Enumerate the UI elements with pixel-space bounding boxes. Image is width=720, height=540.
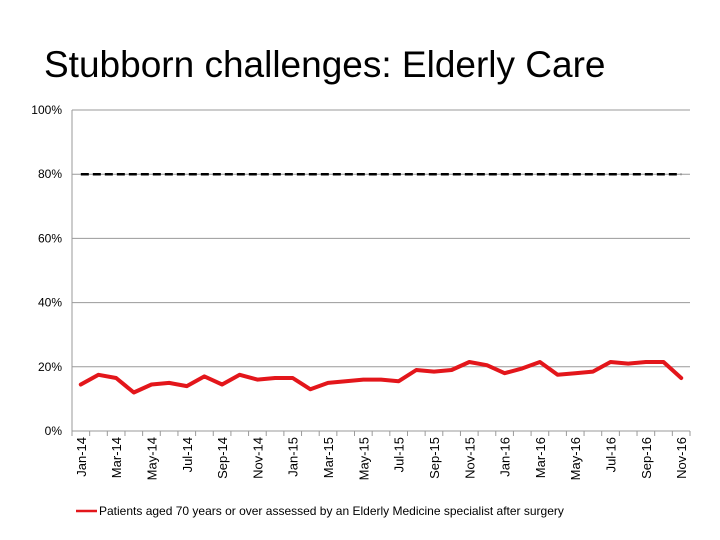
x-tick-label: Jul-16 bbox=[604, 437, 619, 472]
data-point bbox=[291, 376, 295, 380]
data-point bbox=[202, 374, 206, 378]
x-tick-label: May-14 bbox=[144, 437, 159, 480]
data-point bbox=[361, 378, 365, 382]
x-tick-label: Jan-16 bbox=[498, 437, 513, 477]
x-tick-label: Sep-16 bbox=[639, 437, 654, 479]
data-point bbox=[679, 376, 683, 380]
data-point bbox=[326, 381, 330, 385]
x-tick-label: May-16 bbox=[568, 437, 583, 480]
data-point bbox=[308, 387, 312, 391]
x-tick-label: Mar-15 bbox=[321, 437, 336, 478]
data-point bbox=[626, 362, 630, 366]
y-tick-label: 60% bbox=[38, 231, 62, 245]
chart-title: Stubborn challenges: Elderly Care bbox=[44, 44, 606, 85]
data-point bbox=[255, 378, 259, 382]
y-tick-label: 20% bbox=[38, 360, 62, 374]
data-point bbox=[132, 390, 136, 394]
data-point bbox=[114, 376, 118, 380]
data-point bbox=[238, 373, 242, 377]
x-tick-label: Sep-14 bbox=[215, 437, 230, 479]
data-point bbox=[432, 370, 436, 374]
x-tick-label: Jul-15 bbox=[392, 437, 407, 472]
data-point bbox=[520, 366, 524, 370]
x-tick-label: May-15 bbox=[356, 437, 371, 480]
data-point bbox=[503, 371, 507, 375]
x-tick-label: Nov-16 bbox=[674, 437, 689, 479]
x-tick-label: Jul-14 bbox=[180, 437, 195, 472]
data-point bbox=[379, 378, 383, 382]
data-point bbox=[414, 368, 418, 372]
legend-label: Patients aged 70 years or over assessed … bbox=[99, 504, 564, 518]
x-tick-label: Jan-15 bbox=[286, 437, 301, 477]
x-tick-label: Nov-14 bbox=[250, 437, 265, 479]
x-tick-label: Mar-14 bbox=[109, 437, 124, 478]
x-tick-label: Sep-15 bbox=[427, 437, 442, 479]
data-point bbox=[185, 384, 189, 388]
data-point bbox=[273, 376, 277, 380]
data-point bbox=[220, 382, 224, 386]
data-point bbox=[344, 379, 348, 383]
data-point bbox=[573, 371, 577, 375]
data-point bbox=[644, 360, 648, 364]
data-point bbox=[450, 368, 454, 372]
y-tick-label: 0% bbox=[45, 424, 63, 438]
data-point bbox=[609, 360, 613, 364]
data-point bbox=[79, 382, 83, 386]
data-point bbox=[397, 379, 401, 383]
data-point bbox=[538, 360, 542, 364]
y-tick-label: 40% bbox=[38, 296, 62, 310]
x-tick-label: Nov-15 bbox=[462, 437, 477, 479]
data-point bbox=[556, 373, 560, 377]
y-tick-label: 100% bbox=[31, 103, 62, 117]
x-tick-label: Mar-16 bbox=[533, 437, 548, 478]
data-point bbox=[591, 370, 595, 374]
data-point bbox=[485, 363, 489, 367]
data-point bbox=[467, 360, 471, 364]
data-point bbox=[96, 373, 100, 377]
data-point bbox=[167, 381, 171, 385]
y-tick-label: 80% bbox=[38, 167, 62, 181]
data-point bbox=[149, 382, 153, 386]
data-point bbox=[662, 360, 666, 364]
x-tick-label: Jan-14 bbox=[74, 437, 89, 477]
